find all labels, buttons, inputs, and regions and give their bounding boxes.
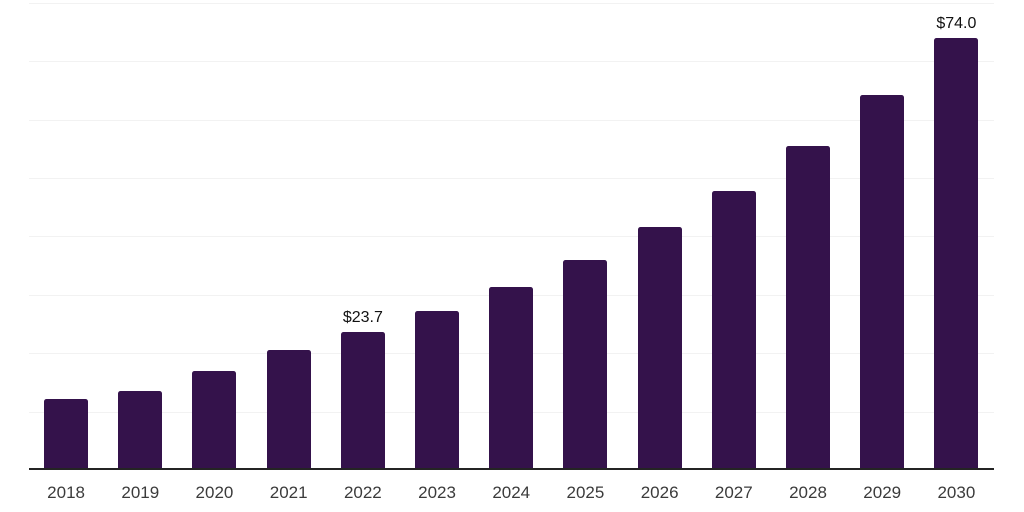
- x-tick-label: 2018: [47, 483, 85, 502]
- x-tick-label: 2030: [937, 483, 976, 502]
- value-label: $74.0: [936, 14, 977, 32]
- bar: [934, 37, 979, 470]
- x-tick-label: 2026: [640, 483, 679, 502]
- gridline: [29, 178, 994, 179]
- x-tick-label: 2025: [566, 483, 605, 502]
- bar: [44, 399, 89, 470]
- bar: [192, 370, 237, 470]
- bar: [118, 391, 163, 470]
- gridline: [29, 2, 994, 4]
- gridline: [29, 61, 994, 63]
- x-tick-label: 2027: [714, 483, 753, 502]
- gridline: [29, 236, 994, 238]
- bar: [786, 145, 831, 470]
- plot-area: $23.7 $74.0: [29, 0, 994, 470]
- bar: [860, 94, 905, 470]
- x-tick-label: 2020: [195, 483, 234, 502]
- x-tick-label: 2023: [418, 483, 456, 502]
- bar: [489, 287, 534, 470]
- x-tick-label: 2024: [492, 483, 531, 502]
- x-tick-label: 2019: [121, 483, 160, 502]
- bar: [266, 349, 311, 470]
- bar: [711, 190, 756, 470]
- x-tick-label: 2022: [343, 483, 382, 502]
- bar: [415, 311, 460, 470]
- gridline: [29, 119, 994, 121]
- x-axis-line: [29, 468, 994, 470]
- x-tick-label: 2029: [863, 483, 902, 502]
- bar: [563, 259, 608, 470]
- x-tick-label: 2028: [789, 483, 827, 502]
- value-label: $23.7: [342, 308, 383, 326]
- x-tick-label: 2021: [269, 483, 308, 502]
- bar: [340, 331, 385, 470]
- bar: [637, 227, 682, 470]
